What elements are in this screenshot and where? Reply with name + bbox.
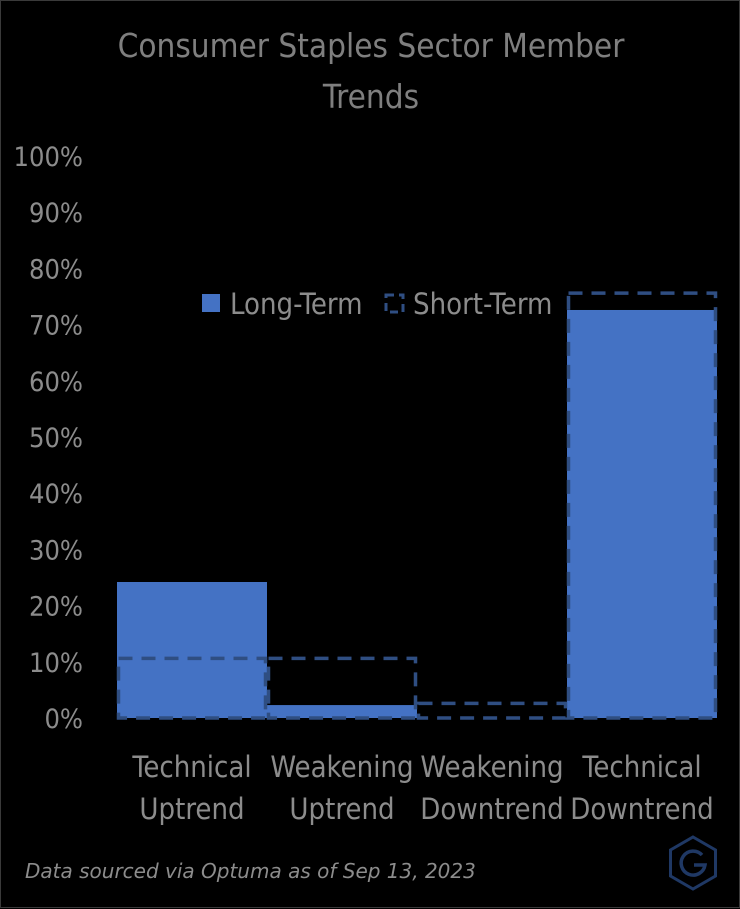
x-category-label: Uptrend [139, 792, 244, 826]
chart-title-line: Consumer Staples Sector Member [118, 26, 626, 65]
y-tick-label: 80% [29, 254, 83, 285]
bar-short-term-outline [416, 701, 568, 720]
x-category-label: Technical [131, 750, 251, 784]
x-category-label: Downtrend [570, 792, 713, 826]
y-tick-label: 40% [29, 479, 83, 510]
legend-label-short-term: Short-Term [413, 287, 552, 321]
long-term-bars [117, 309, 717, 718]
x-category-label: Technical [581, 750, 701, 784]
x-axis-categories: Technical Uptrend Weakening Uptrend Weakenin… [131, 750, 713, 826]
bar-long-term [117, 581, 267, 718]
y-tick-label: 0% [44, 704, 83, 735]
x-category-label: Downtrend [420, 792, 563, 826]
legend: Long-Term Short-Term [202, 287, 552, 321]
y-tick-label: 20% [29, 592, 83, 623]
bar-short-term-outline [266, 656, 418, 720]
y-tick-label: 90% [29, 198, 83, 229]
y-tick-label: 10% [29, 648, 83, 679]
bar-long-term [267, 705, 417, 718]
bar-short-term-outline [566, 291, 718, 720]
chart-title: Consumer Staples Sector Member Trends [118, 26, 626, 116]
short-term-outlines [116, 291, 718, 720]
legend-swatch-short-term [384, 293, 405, 314]
legend-swatch-long-term [202, 294, 220, 312]
x-category-label: Weakening [420, 750, 563, 784]
y-tick-label: 50% [29, 423, 83, 454]
chart-title-line: Trends [322, 77, 419, 116]
y-axis: 0% 10% 20% 30% 40% 50% 60% 70% 80% 90% 100% [14, 142, 83, 735]
bar-long-term [567, 309, 717, 718]
x-category-label: Weakening [270, 750, 413, 784]
data-source-note: Data sourced via Optuma as of Sep 13, 20… [25, 859, 476, 883]
bar-short-term-outline [116, 656, 268, 720]
y-tick-label: 70% [29, 311, 83, 342]
optuma-g-hexagon-icon [669, 835, 717, 891]
legend-label-long-term: Long-Term [230, 287, 363, 321]
x-category-label: Uptrend [289, 792, 394, 826]
y-tick-label: 60% [29, 367, 83, 398]
y-tick-label: 100% [14, 142, 83, 173]
y-tick-label: 30% [29, 535, 83, 566]
